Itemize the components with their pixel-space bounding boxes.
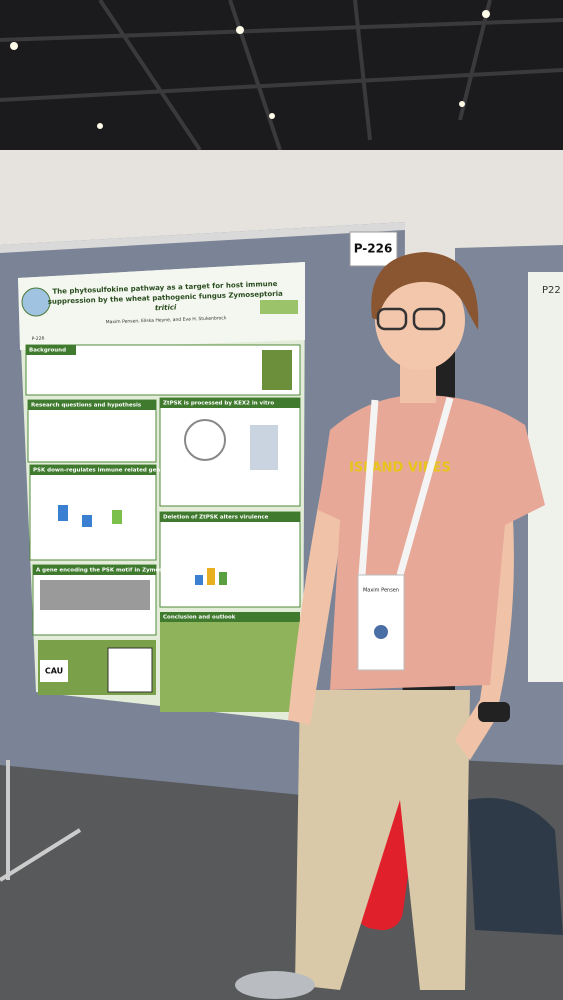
- section-heading: ZtPSK is processed by KEX2 in vitro: [163, 401, 274, 407]
- left-arm: [288, 485, 345, 725]
- shoe: [235, 971, 315, 999]
- board-sign: [349, 231, 398, 267]
- board-number-right: P22: [542, 285, 561, 296]
- section-box: [29, 464, 157, 561]
- backpack: [468, 798, 563, 935]
- alignment-figure: [40, 580, 150, 610]
- person: ISLAND VIBES Maxim Pensen: [235, 252, 545, 999]
- section-tag: [160, 512, 300, 522]
- figure-bar: [219, 572, 227, 585]
- badge-name: Maxim Pensen: [363, 588, 399, 594]
- section-tag: [28, 400, 156, 410]
- figure-bar: [58, 505, 68, 521]
- section-heading: Deletion of ZtPSK alters virulence: [163, 515, 269, 521]
- glasses: [376, 307, 446, 331]
- section-box: [27, 399, 157, 463]
- section-heading: PSK down-regulates immune related genes …: [33, 468, 197, 474]
- plasmid-figure: [184, 419, 226, 461]
- section-heading: Background: [29, 348, 66, 354]
- section-box: [159, 397, 301, 507]
- qr-code: [107, 647, 153, 693]
- board-foot: [0, 828, 82, 882]
- face: [375, 270, 465, 370]
- ceiling-lights: [10, 10, 490, 129]
- board-frame: [0, 222, 405, 253]
- section-image: [262, 350, 292, 390]
- logo-box: [40, 660, 68, 682]
- badge-logo: [374, 625, 388, 639]
- poster-id: P-226: [32, 336, 45, 342]
- ceiling-beams: [0, 0, 563, 152]
- name-badge: [357, 574, 405, 671]
- section-tag: [160, 612, 300, 622]
- university-logo: CAU: [45, 667, 63, 676]
- section-box: [160, 612, 300, 712]
- board-number: P-226: [354, 242, 393, 256]
- lanyard: [358, 397, 454, 576]
- figure-bar: [82, 515, 92, 527]
- figure-bar: [195, 575, 203, 585]
- figure-bar: [207, 568, 215, 585]
- section-heading: Research questions and hypothesis: [31, 403, 142, 409]
- poster-header: [18, 262, 305, 350]
- gel-figure: [250, 425, 278, 470]
- poster-authors: Maxim Pensen, Eliska Heyne, and Eva H. S…: [106, 315, 227, 325]
- watch: [478, 702, 510, 722]
- poster-date-tag: [260, 300, 298, 314]
- section-heading: Conclusion and outlook: [163, 615, 236, 621]
- poster-sections: Background Research questions and hypoth…: [25, 344, 301, 712]
- section-tag: [30, 465, 156, 475]
- section-tag: [160, 398, 300, 408]
- poster-title: tritici: [155, 303, 177, 312]
- shirt-print: ISLAND VIBES: [349, 461, 451, 476]
- figure-bar: [112, 510, 122, 524]
- section-heading: A gene encoding the PSK motif in Zymosep…: [36, 568, 198, 574]
- section-box: [159, 511, 301, 608]
- poster-logo: [21, 287, 51, 317]
- hair: [371, 252, 479, 330]
- section-tag: [26, 345, 76, 355]
- section-tag: [33, 565, 156, 575]
- trousers: [295, 690, 470, 990]
